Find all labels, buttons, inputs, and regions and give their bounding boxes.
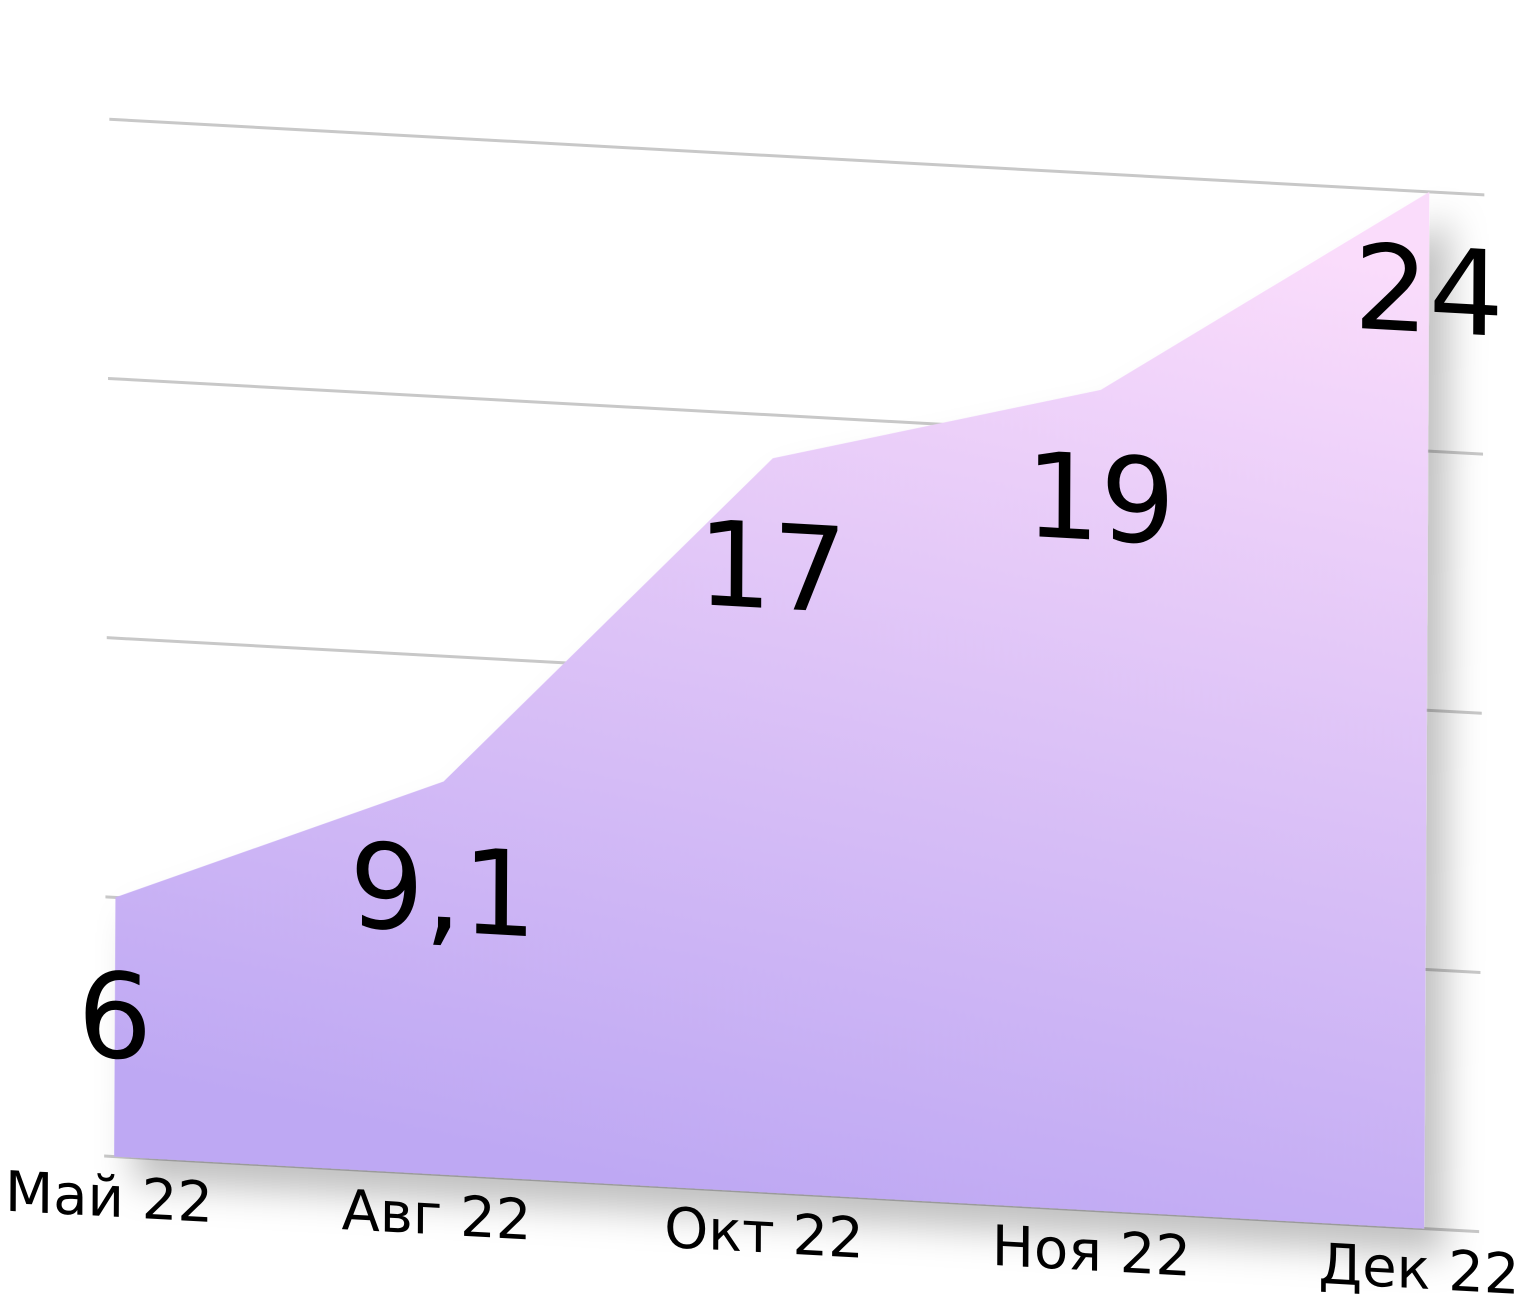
data-label: 24: [1353, 218, 1504, 364]
x-tick-label: Май 22: [5, 1160, 213, 1236]
x-tick-label: Дек 22: [1318, 1232, 1519, 1298]
x-tick-label: Ноя 22: [992, 1214, 1191, 1290]
data-label: 19: [1025, 426, 1176, 572]
data-label: 9,1: [349, 816, 537, 964]
x-tick-label: Авг 22: [341, 1178, 531, 1253]
area: [114, 191, 1430, 1229]
data-label: 6: [77, 945, 153, 1087]
data-label: 17: [697, 494, 848, 640]
grid-line: [109, 117, 1485, 197]
plot-area: 6 Май 22 9,1 Авг 22 17 Окт 22 19 Ноя 22 24 Дек 22: [5, 117, 1520, 1298]
x-tick-label: Окт 22: [664, 1196, 864, 1272]
